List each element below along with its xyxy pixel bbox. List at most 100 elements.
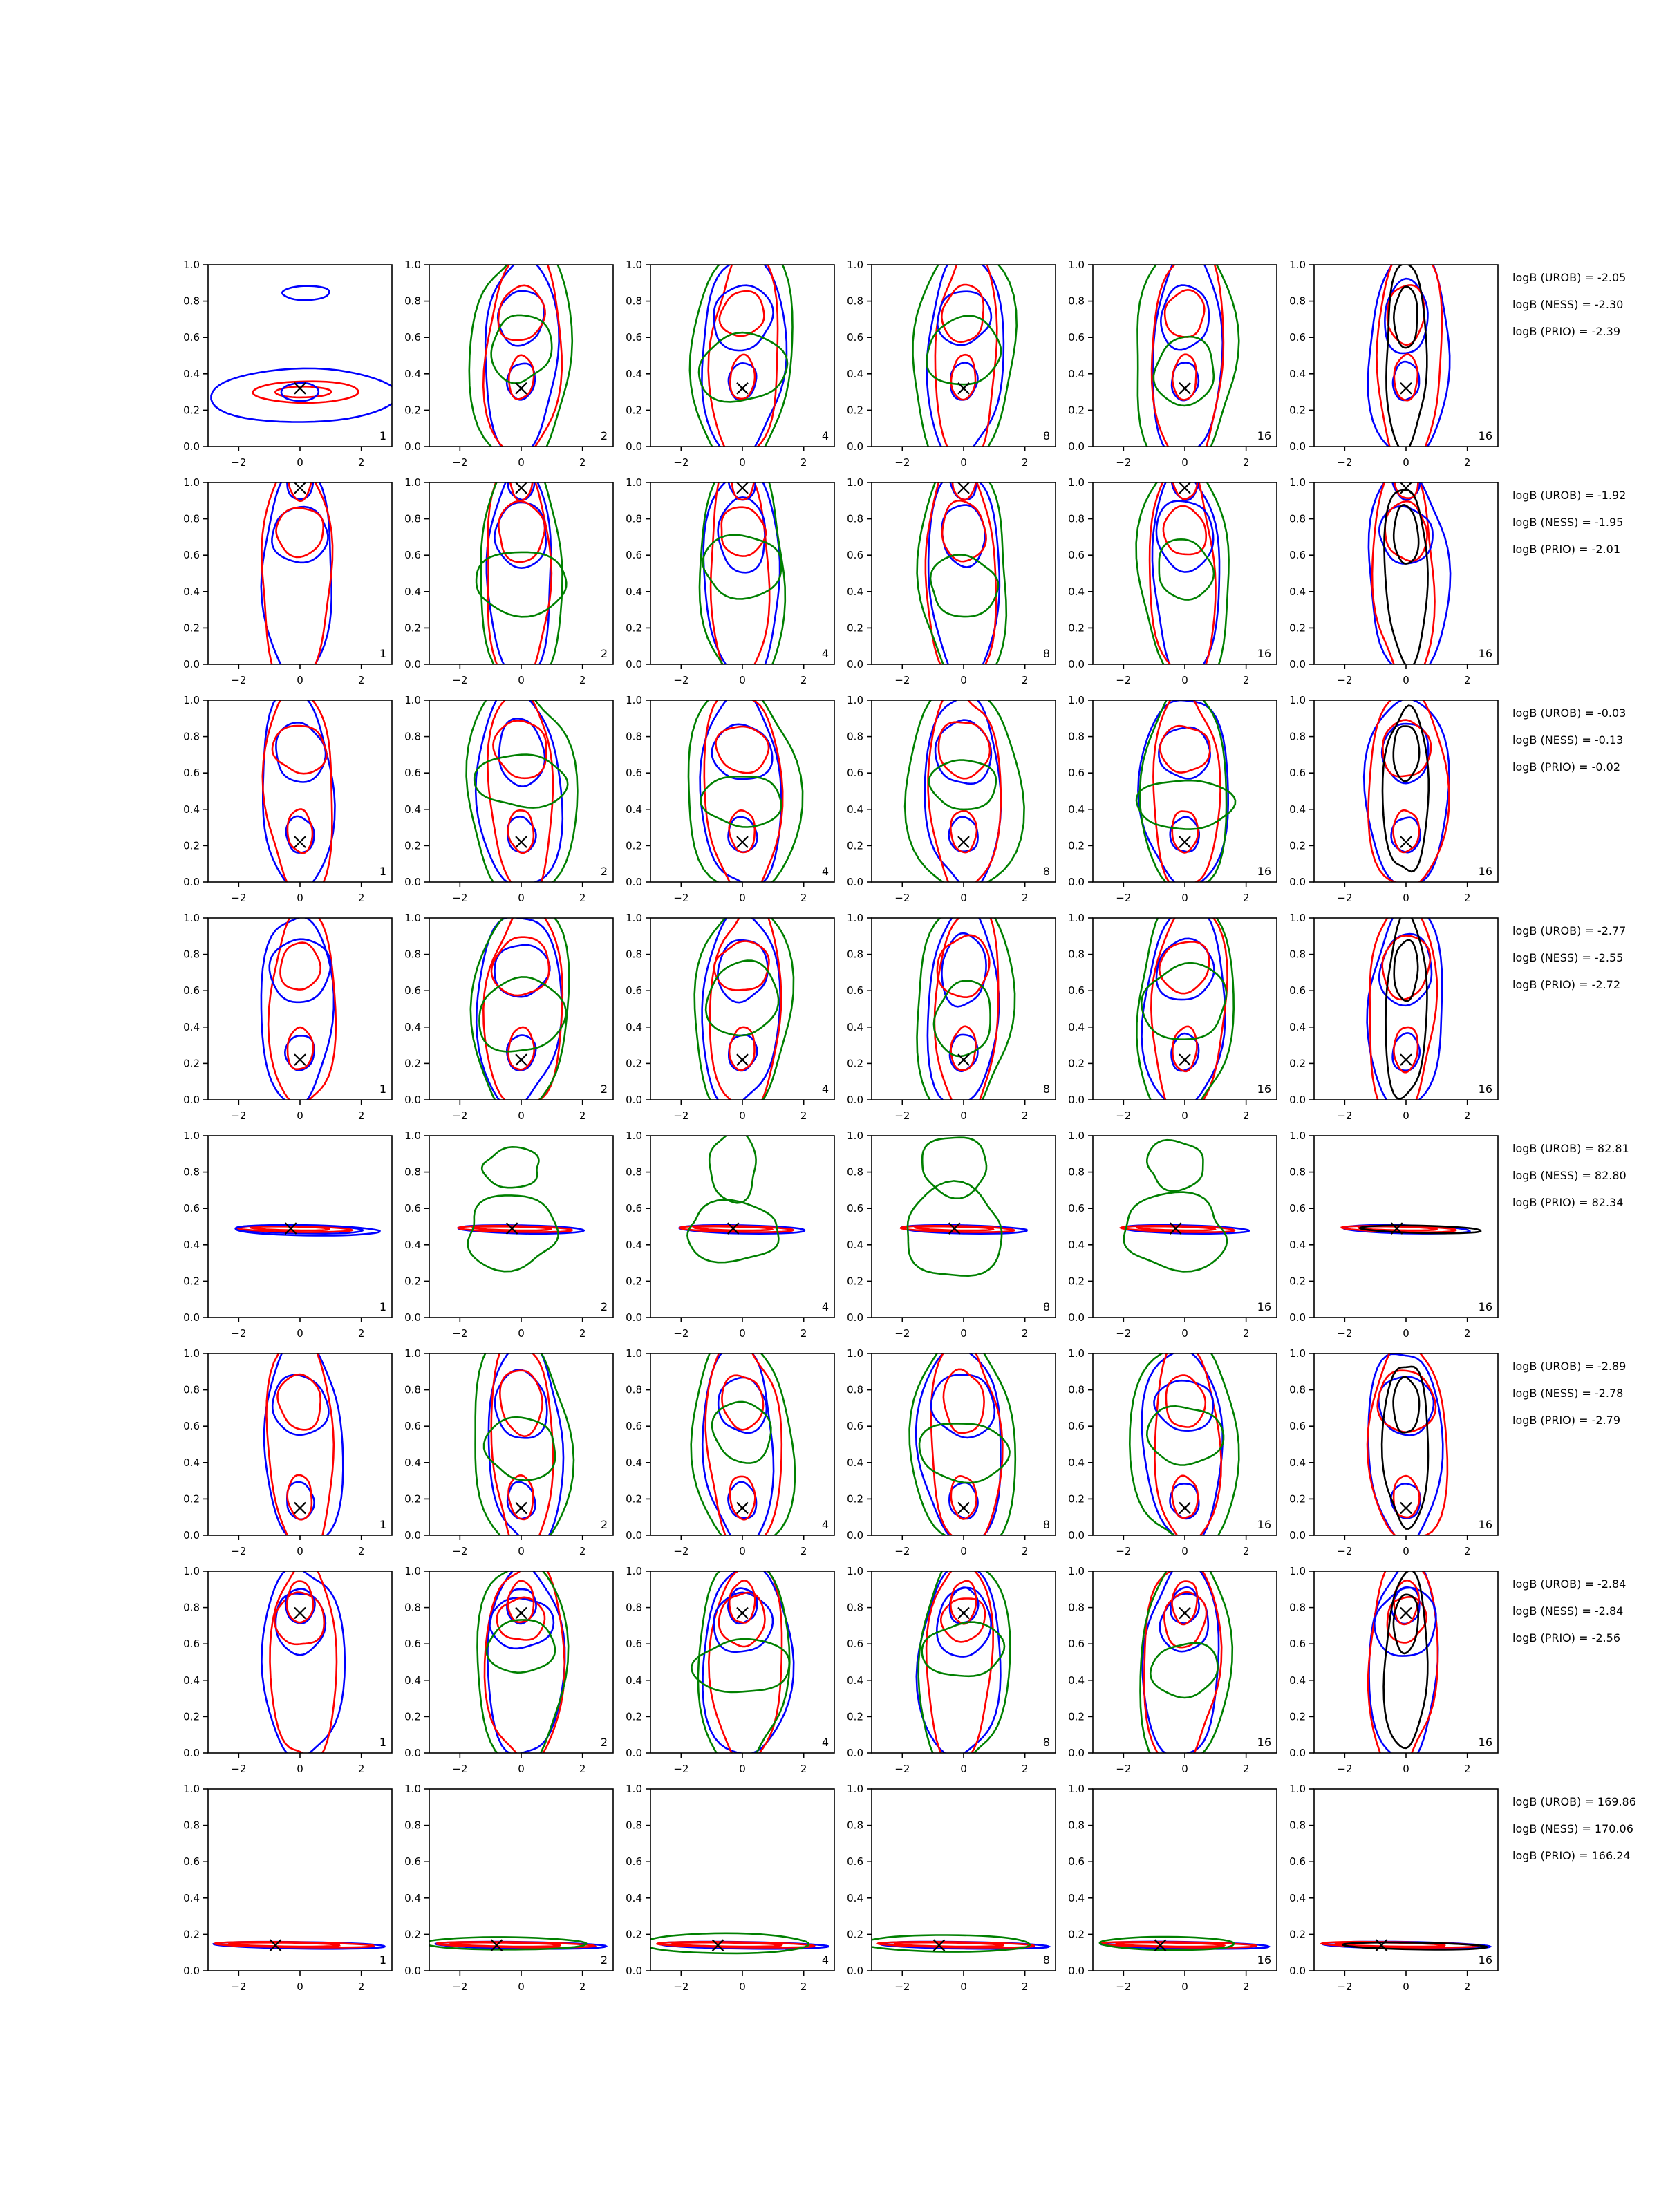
y-tick-label: 0.6 (1068, 1420, 1085, 1432)
y-tick-label: 0.2 (404, 1928, 421, 1940)
true-value-marker (515, 482, 527, 494)
contour-prio (655, 1941, 816, 1949)
panel-count-label: 8 (1043, 865, 1050, 878)
panel-r6-c4: −2 0 2 0.0 0.2 0.4 0.6 0.8 1.0 8 (847, 1347, 1056, 1557)
y-tick-label: 0.4 (847, 1021, 863, 1033)
x-tick-label: 2 (1022, 1545, 1029, 1557)
x-tick-label: 0 (297, 674, 303, 686)
contour-ness (872, 1934, 1031, 1953)
x-tick-label: 2 (1022, 892, 1029, 904)
contour-reference (1393, 939, 1419, 1002)
y-tick-label: 1.0 (404, 912, 421, 924)
true-value-marker (269, 1939, 282, 1951)
contour-layer (1320, 1940, 1492, 1951)
x-tick-label: 0 (739, 1763, 746, 1775)
panel-r8-c1: −2 0 2 0.0 0.2 0.4 0.6 0.8 1.0 1 (183, 1783, 393, 1993)
y-tick-label: 0.6 (404, 1855, 421, 1868)
panel-count-label: 8 (1043, 1736, 1050, 1749)
x-tick-label: −2 (452, 674, 467, 686)
contour-urob (930, 1374, 996, 1439)
contour-urob (1170, 482, 1199, 501)
contour-reference (1385, 265, 1428, 447)
contour-prio (1393, 1579, 1420, 1626)
y-tick-label: 0.4 (404, 368, 421, 380)
contour-layer (872, 1934, 1051, 1953)
contour-urob (286, 482, 315, 500)
x-tick-label: 2 (1243, 456, 1250, 469)
y-tick-label: 1.0 (626, 1130, 642, 1142)
x-tick-label: 2 (1022, 456, 1029, 469)
y-tick-label: 0.6 (847, 1855, 863, 1868)
true-value-marker (505, 1222, 518, 1235)
x-tick-label: 0 (1181, 892, 1188, 904)
y-tick-label: 0.8 (404, 948, 421, 961)
y-tick-label: 0.4 (847, 585, 863, 598)
contour-ness (490, 314, 553, 384)
y-tick-label: 0.2 (1068, 1928, 1085, 1940)
y-tick-label: 0.2 (1289, 404, 1306, 416)
y-tick-label: 0.4 (1068, 1892, 1085, 1904)
contour-urob (727, 1481, 758, 1519)
contour-layer (677, 1136, 806, 1264)
y-tick-label: 0.0 (626, 1965, 642, 1977)
y-tick-label: 0.4 (626, 368, 642, 380)
contour-urob (1141, 1353, 1224, 1535)
contour-prio (951, 482, 977, 501)
y-tick-label: 0.2 (404, 1275, 421, 1287)
y-tick-label: 0.0 (1289, 1094, 1306, 1106)
contour-reference (1392, 725, 1421, 782)
contour-prio (498, 1369, 543, 1438)
x-tick-label: −2 (673, 1327, 688, 1340)
y-tick-label: 0.2 (1289, 839, 1306, 852)
contour-urob (1155, 500, 1215, 573)
contour-ness (688, 265, 794, 447)
y-tick-label: 1.0 (1068, 694, 1085, 706)
contour-layer (691, 1571, 795, 1753)
y-tick-label: 1.0 (183, 912, 200, 924)
panel-count-label: 8 (1043, 1518, 1050, 1531)
y-tick-label: 1.0 (183, 1347, 200, 1360)
y-tick-label: 0.6 (183, 1202, 200, 1215)
contour-urob (494, 501, 547, 570)
x-tick-label: 2 (800, 1327, 807, 1340)
y-tick-label: 0.6 (847, 549, 863, 561)
y-tick-label: 0.2 (404, 839, 421, 852)
contour-reference (1342, 1941, 1488, 1951)
contour-reference (1358, 1224, 1482, 1235)
true-value-marker (957, 1606, 970, 1620)
y-tick-label: 0.6 (626, 331, 642, 344)
panel-grid: −2 0 2 0.0 0.2 0.4 0.6 0.8 1.0 1 −2 0 2 0.0 0.2 0.4 0.6 0… (183, 259, 1499, 1993)
y-tick-label: 0.2 (626, 404, 642, 416)
contour-ness (686, 1199, 780, 1264)
log-evidence-label: logB (PRIO) = -2.72 (1512, 978, 1620, 991)
log-evidence-label: logB (PRIO) = -2.79 (1512, 1414, 1620, 1427)
y-tick-label: 0.8 (626, 1819, 642, 1832)
y-tick-label: 0.8 (626, 1166, 642, 1179)
log-evidence-label: logB (NESS) = -2.55 (1512, 951, 1623, 964)
y-tick-label: 0.2 (1289, 1710, 1306, 1723)
contour-prio (1135, 1225, 1217, 1232)
y-tick-label: 0.0 (183, 658, 200, 671)
y-tick-label: 0.0 (847, 1529, 863, 1541)
x-tick-label: 2 (800, 1545, 807, 1557)
y-tick-label: 1.0 (1068, 476, 1085, 489)
x-tick-label: −2 (452, 892, 467, 904)
contour-urob (1362, 700, 1450, 882)
x-tick-label: 0 (518, 1109, 525, 1122)
y-tick-label: 0.8 (626, 1384, 642, 1396)
contour-prio (899, 1225, 1015, 1233)
x-tick-label: 0 (739, 456, 746, 469)
x-tick-label: 0 (960, 1980, 967, 1993)
contour-urob (1366, 918, 1443, 1100)
y-tick-label: 1.0 (1068, 1783, 1085, 1795)
x-tick-label: 0 (1403, 1763, 1409, 1775)
y-tick-label: 0.4 (183, 1674, 200, 1687)
y-tick-label: 1.0 (1068, 259, 1085, 271)
y-tick-label: 0.0 (1289, 1965, 1306, 1977)
true-value-marker (736, 482, 749, 494)
panel-count-label: 8 (1043, 429, 1050, 442)
y-tick-label: 0.8 (1068, 295, 1085, 308)
y-tick-label: 0.6 (626, 1638, 642, 1650)
contour-ness (908, 1353, 1017, 1535)
y-tick-label: 0.2 (1289, 1928, 1306, 1940)
